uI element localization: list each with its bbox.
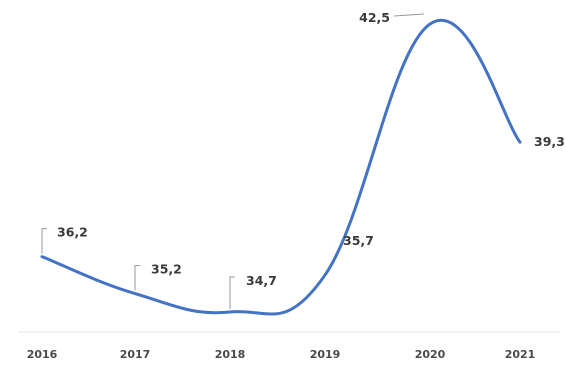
series-line: [40, 19, 522, 316]
data-label: 34,7: [246, 273, 277, 288]
data-label-leader: [41, 228, 47, 254]
x-tick-label: 2021: [505, 348, 536, 361]
data-label: 39,3: [534, 134, 565, 149]
data-label-leader: [134, 265, 140, 291]
data-label-leader: [393, 13, 425, 17]
data-label: 35,7: [343, 233, 374, 248]
data-label-leader: [229, 276, 235, 309]
x-tick-label: 2019: [310, 348, 341, 361]
x-tick-label: 2017: [120, 348, 151, 361]
x-tick-label: 2018: [215, 348, 246, 361]
data-label: 36,2: [57, 225, 88, 240]
data-label: 42,5: [359, 10, 390, 25]
x-tick-label: 2020: [415, 348, 446, 361]
data-label: 35,2: [151, 262, 182, 277]
x-tick-label: 2016: [27, 348, 58, 361]
